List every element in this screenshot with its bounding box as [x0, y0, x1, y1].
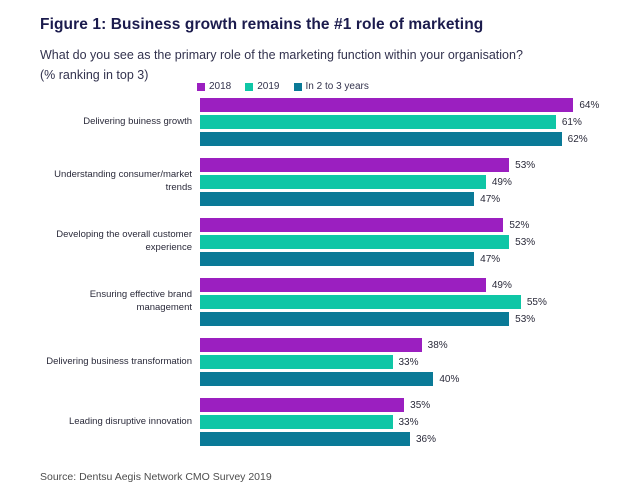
bar-row: 53%	[200, 312, 585, 326]
bar-row: 40%	[200, 372, 585, 386]
value-label: 38%	[427, 339, 448, 351]
figure-subtitle-line2: (% ranking in top 3)	[40, 68, 149, 82]
bar-2018	[200, 98, 574, 112]
bar-2018	[200, 398, 405, 412]
value-label: 53%	[515, 313, 536, 325]
value-label: 52%	[509, 219, 530, 231]
value-label: 49%	[491, 279, 512, 291]
bar-row: 47%	[200, 252, 585, 266]
bar-in-2-to-3-years	[200, 192, 475, 206]
value-label: 53%	[515, 236, 536, 248]
category-label: Delivering business transformation	[46, 355, 192, 367]
legend-label: In 2 to 3 years	[305, 81, 369, 92]
bar-row: 36%	[200, 432, 585, 446]
chart-groups: Delivering buiness growth 64% 61% 62% Unders…	[40, 98, 599, 446]
legend-label: 2019	[257, 81, 280, 92]
bar-row: 53%	[200, 235, 585, 249]
value-label: 36%	[416, 433, 437, 445]
bar-cluster: 53% 49% 47%	[200, 158, 585, 206]
bar-row: 53%	[200, 158, 585, 172]
bar-cluster: 52% 53% 47%	[200, 218, 585, 266]
bar-2019	[200, 295, 521, 309]
bar-group: Developing the overall customer experien…	[40, 218, 585, 266]
value-label: 64%	[579, 99, 600, 111]
bar-in-2-to-3-years	[200, 372, 434, 386]
bar-row: 64%	[200, 98, 599, 112]
bar-row: 62%	[200, 132, 588, 146]
bar-row: 49%	[200, 175, 585, 189]
bar-2018	[200, 278, 486, 292]
bar-row: 38%	[200, 338, 585, 352]
value-label: 47%	[480, 193, 501, 205]
bar-row: 33%	[200, 355, 585, 369]
bar-2019	[200, 355, 393, 369]
legend-swatch-icon	[197, 82, 205, 91]
figure-title: Figure 1: Business growth remains the #1…	[40, 16, 484, 33]
bar-group: Leading disruptive innovation 35% 33% 36%	[40, 398, 585, 446]
legend-swatch-icon	[245, 82, 254, 91]
bar-row: 49%	[200, 278, 585, 292]
bar-row: 47%	[200, 192, 585, 206]
bar-group: Understanding consumer/market trends 53% 4…	[40, 158, 585, 206]
bar-row: 35%	[200, 398, 585, 412]
bar-chart: Delivering buiness growth 64% 61% 62% Unders…	[40, 98, 599, 458]
bar-in-2-to-3-years	[200, 252, 475, 266]
legend-label: 2018	[209, 81, 232, 92]
value-label: 33%	[398, 416, 419, 428]
category-label: Developing the overall customer experien…	[56, 229, 192, 253]
bar-2018	[200, 158, 510, 172]
value-label: 47%	[480, 253, 501, 265]
value-label: 49%	[491, 176, 512, 188]
value-label: 40%	[439, 373, 460, 385]
bar-2019	[200, 175, 486, 189]
bar-group: Ensuring effective brand management 49% 55…	[40, 278, 585, 326]
bar-in-2-to-3-years	[200, 132, 562, 146]
bar-2018	[200, 218, 504, 232]
value-label: 33%	[398, 356, 419, 368]
value-label: 62%	[567, 133, 588, 145]
figure-subtitle-line1: What do you see as the primary role of t…	[40, 48, 523, 62]
value-label: 61%	[561, 116, 582, 128]
legend-item-2: 2019	[245, 81, 280, 92]
bar-row: 55%	[200, 295, 585, 309]
bar-cluster: 35% 33% 36%	[200, 398, 585, 446]
value-label: 53%	[515, 159, 536, 171]
category-label: Understanding consumer/market trends	[54, 169, 192, 193]
legend-item-1: 2018	[197, 81, 231, 92]
bar-cluster: 64% 61% 62%	[200, 98, 599, 146]
bar-row: 52%	[200, 218, 585, 232]
bar-2018	[200, 338, 422, 352]
bar-2019	[200, 235, 510, 249]
category-label: Delivering buiness growth	[83, 115, 192, 127]
bar-row: 61%	[200, 115, 585, 129]
category-label: Leading disruptive innovation	[68, 415, 192, 427]
chart-legend: 2018 2019 In 2 to 3 years	[197, 81, 369, 92]
bar-cluster: 49% 55% 53%	[200, 278, 585, 326]
legend-item-3: In 2 to 3 years	[293, 81, 369, 92]
value-label: 35%	[410, 399, 431, 411]
legend-swatch-icon	[293, 82, 302, 91]
value-label: 55%	[526, 296, 547, 308]
bar-2019	[200, 415, 393, 429]
bar-in-2-to-3-years	[200, 312, 510, 326]
category-label: Ensuring effective brand management	[89, 289, 192, 313]
bar-group: Delivering business transformation 38% 33%…	[40, 338, 585, 386]
bar-2019	[200, 115, 556, 129]
bar-row: 33%	[200, 415, 585, 429]
bar-group: Delivering buiness growth 64% 61% 62%	[40, 98, 599, 146]
source-note: Source: Dentsu Aegis Network CMO Survey …	[40, 471, 272, 483]
bar-in-2-to-3-years	[200, 432, 410, 446]
bar-cluster: 38% 33% 40%	[200, 338, 585, 386]
